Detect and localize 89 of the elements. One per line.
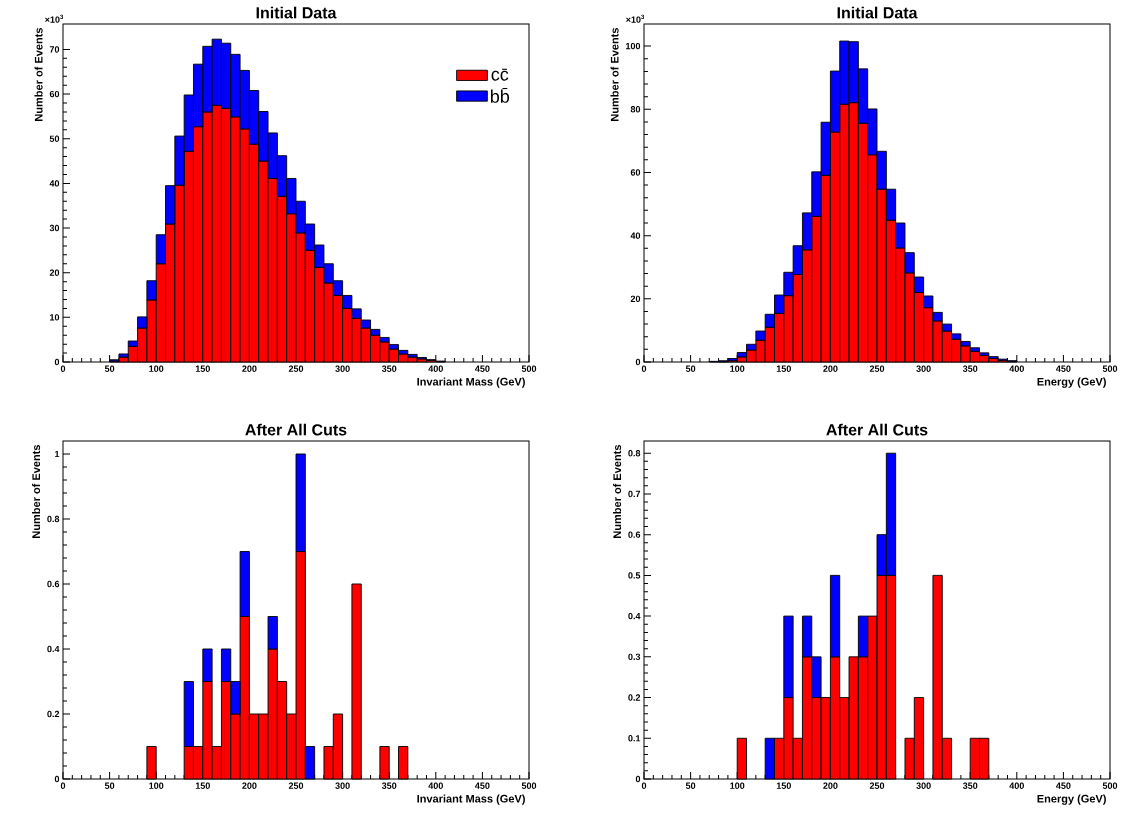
x-tick-label: 100	[149, 365, 164, 372]
x-tick-label: 450	[1056, 365, 1071, 372]
x-tick-label: 400	[1009, 365, 1024, 372]
text: ×10$^{3}$	[626, 14, 645, 23]
x-tick-label: 350	[962, 365, 978, 372]
x-tick-label: 150	[195, 365, 210, 372]
x-tick-label: 200	[823, 365, 838, 372]
y-tick-label: 10	[50, 314, 60, 321]
y-tick-label: 0	[54, 358, 60, 366]
y-tick-label: 80	[630, 106, 641, 113]
x-tick-label: 450	[475, 782, 490, 789]
y-tick-label: 0.1	[628, 735, 641, 742]
x-tick-label: 100	[730, 782, 745, 789]
chart-title: Initial Data	[256, 6, 337, 19]
y-tick-label: 40	[49, 180, 60, 187]
x-tick-label: 100	[730, 365, 745, 372]
x-tick-label: 350	[381, 365, 397, 372]
legend-label: bb̄	[490, 87, 510, 103]
x-tick-label: 0	[641, 365, 647, 372]
x-axis-title: Invariant Mass (GeV)	[417, 794, 525, 805]
x-tick-label: 250	[869, 782, 885, 789]
chart-title: After All Cuts	[826, 423, 928, 436]
y-tick-label: 20	[630, 295, 641, 303]
y-tick-label: 0.8	[47, 515, 60, 523]
x-tick-label: 200	[823, 782, 838, 789]
x-tick-label: 250	[288, 365, 304, 372]
x-tick-label: 450	[475, 365, 490, 372]
y-tick-label: 70	[49, 46, 60, 53]
x-tick-label: 0	[60, 365, 66, 372]
chart-title: Initial Data	[837, 6, 918, 19]
y-axis-title: Number of Events	[34, 27, 43, 121]
x-tick-label: 500	[1102, 782, 1118, 789]
chart-title: After All Cuts	[245, 423, 347, 436]
y-tick-label: 0.6	[47, 580, 60, 588]
y-tick-label: 20	[49, 269, 60, 276]
text: ×10$^{3}$	[45, 14, 64, 23]
x-axis-title: Invariant Mass (GeV)	[417, 377, 525, 388]
x-tick-label: 300	[335, 365, 350, 372]
y-tick-label: 0.4	[628, 612, 641, 620]
x-tick-label: 0	[60, 782, 66, 789]
x-tick-label: 300	[916, 365, 931, 372]
x-tick-label: 150	[776, 782, 791, 789]
x-tick-label: 0	[641, 782, 647, 789]
x-tick-label: 350	[962, 782, 978, 789]
y-tick-label: 60	[630, 169, 641, 176]
y-tick-label: 0.5	[628, 572, 641, 579]
y-tick-label: 0.2	[47, 710, 60, 718]
x-tick-label: 250	[869, 365, 885, 372]
x-tick-label: 400	[428, 782, 443, 789]
y-tick-label: 60	[49, 90, 60, 98]
y-tick-label: 1	[55, 450, 60, 458]
y-tick-label: 0.6	[628, 531, 641, 538]
y-tick-label: 0.4	[47, 645, 60, 653]
y-tick-label: 0.3	[628, 653, 641, 661]
y-tick-label: 0.2	[628, 694, 641, 701]
y-tick-label: 100	[626, 42, 641, 50]
x-axis-title: Energy (GeV)	[1037, 377, 1106, 388]
y-tick-label: 0	[635, 358, 641, 366]
x-tick-label: 150	[195, 782, 210, 789]
x-tick-label: 200	[242, 365, 257, 372]
x-axis-title: Energy (GeV)	[1037, 794, 1106, 805]
x-tick-label: 250	[288, 782, 304, 789]
y-tick-label: 0	[635, 775, 641, 783]
x-tick-label: 50	[104, 365, 115, 372]
y-axis-title: Number of Events	[613, 445, 622, 538]
y-tick-label: 30	[49, 224, 60, 232]
x-tick-label: 50	[104, 782, 115, 789]
y-tick-label: 50	[49, 135, 60, 142]
y-tick-label: 0.8	[628, 450, 641, 457]
x-tick-label: 450	[1056, 782, 1071, 789]
x-tick-label: 500	[1102, 365, 1118, 372]
x-tick-label: 100	[149, 782, 164, 789]
y-tick-label: 0.7	[628, 490, 641, 498]
x-tick-label: 500	[521, 782, 537, 789]
x-tick-label: 50	[685, 782, 696, 789]
x-tick-label: 300	[335, 782, 350, 789]
y-axis-title: Number of Events	[32, 445, 41, 538]
x-tick-label: 150	[776, 365, 791, 372]
x-tick-label: 50	[685, 365, 696, 372]
x-tick-label: 400	[428, 365, 443, 372]
x-tick-label: 400	[1009, 782, 1024, 789]
y-axis-title: Number of Events	[610, 27, 619, 121]
y-tick-label: 40	[630, 232, 641, 239]
x-tick-label: 200	[242, 782, 257, 789]
x-tick-label: 500	[521, 365, 537, 372]
y-tick-label: 0	[54, 775, 60, 783]
legend-label: cc̄	[491, 68, 509, 81]
x-tick-label: 300	[916, 782, 931, 789]
x-tick-label: 350	[381, 782, 397, 789]
